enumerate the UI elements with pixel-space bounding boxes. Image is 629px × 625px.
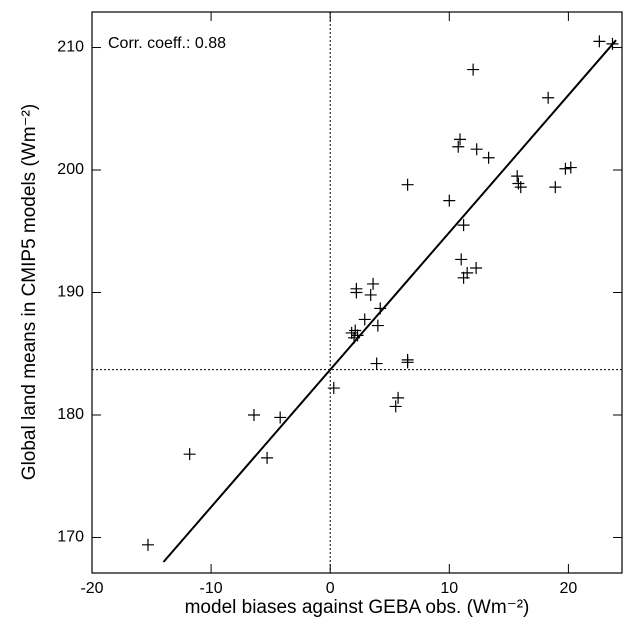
- point: [327, 382, 340, 395]
- point: [374, 302, 387, 315]
- x-tick-label: -20: [80, 580, 103, 597]
- y-tick-label: 180: [57, 406, 84, 423]
- point: [454, 133, 467, 146]
- point: [511, 170, 524, 183]
- point: [455, 253, 468, 266]
- x-tick-label: 0: [326, 580, 335, 597]
- point: [401, 178, 414, 191]
- annotation: Corr. coeff.: 0.88: [108, 35, 226, 52]
- x-axis-label: model biases against GEBA obs. (Wm⁻²): [185, 597, 530, 618]
- point: [542, 91, 555, 104]
- point: [389, 400, 402, 413]
- point: [349, 324, 362, 337]
- y-tick-label: 200: [57, 161, 84, 178]
- point: [367, 277, 380, 290]
- point: [470, 262, 483, 275]
- point: [364, 288, 377, 301]
- point: [457, 219, 470, 232]
- y-axis-label: Global land means in CMIP5 models (Wm⁻²): [19, 104, 40, 480]
- point: [261, 451, 274, 464]
- point: [452, 140, 465, 153]
- point: [564, 161, 577, 174]
- point: [443, 194, 456, 207]
- x-tick-label: -10: [200, 580, 223, 597]
- point: [514, 181, 527, 194]
- x-tick-label: 20: [560, 580, 578, 597]
- point: [461, 266, 474, 279]
- fit-line: [162, 39, 617, 563]
- point: [350, 286, 363, 299]
- point: [482, 151, 495, 164]
- point: [401, 356, 414, 369]
- point: [606, 37, 619, 50]
- point: [370, 357, 383, 370]
- point: [358, 313, 371, 326]
- point: [467, 63, 480, 76]
- point: [392, 391, 405, 404]
- point: [457, 271, 470, 284]
- point: [371, 319, 384, 332]
- y-tick-label: 170: [57, 529, 84, 546]
- point: [183, 448, 196, 461]
- y-tick-label: 190: [57, 284, 84, 301]
- point: [351, 329, 364, 342]
- point: [141, 538, 154, 551]
- x-tick-label: 10: [440, 580, 458, 597]
- point: [470, 143, 483, 156]
- point: [549, 181, 562, 194]
- point: [345, 326, 358, 339]
- point: [348, 331, 361, 344]
- y-tick-label: 210: [57, 39, 84, 56]
- point: [274, 411, 287, 424]
- point: [247, 408, 260, 421]
- point: [559, 162, 572, 175]
- point: [593, 35, 606, 48]
